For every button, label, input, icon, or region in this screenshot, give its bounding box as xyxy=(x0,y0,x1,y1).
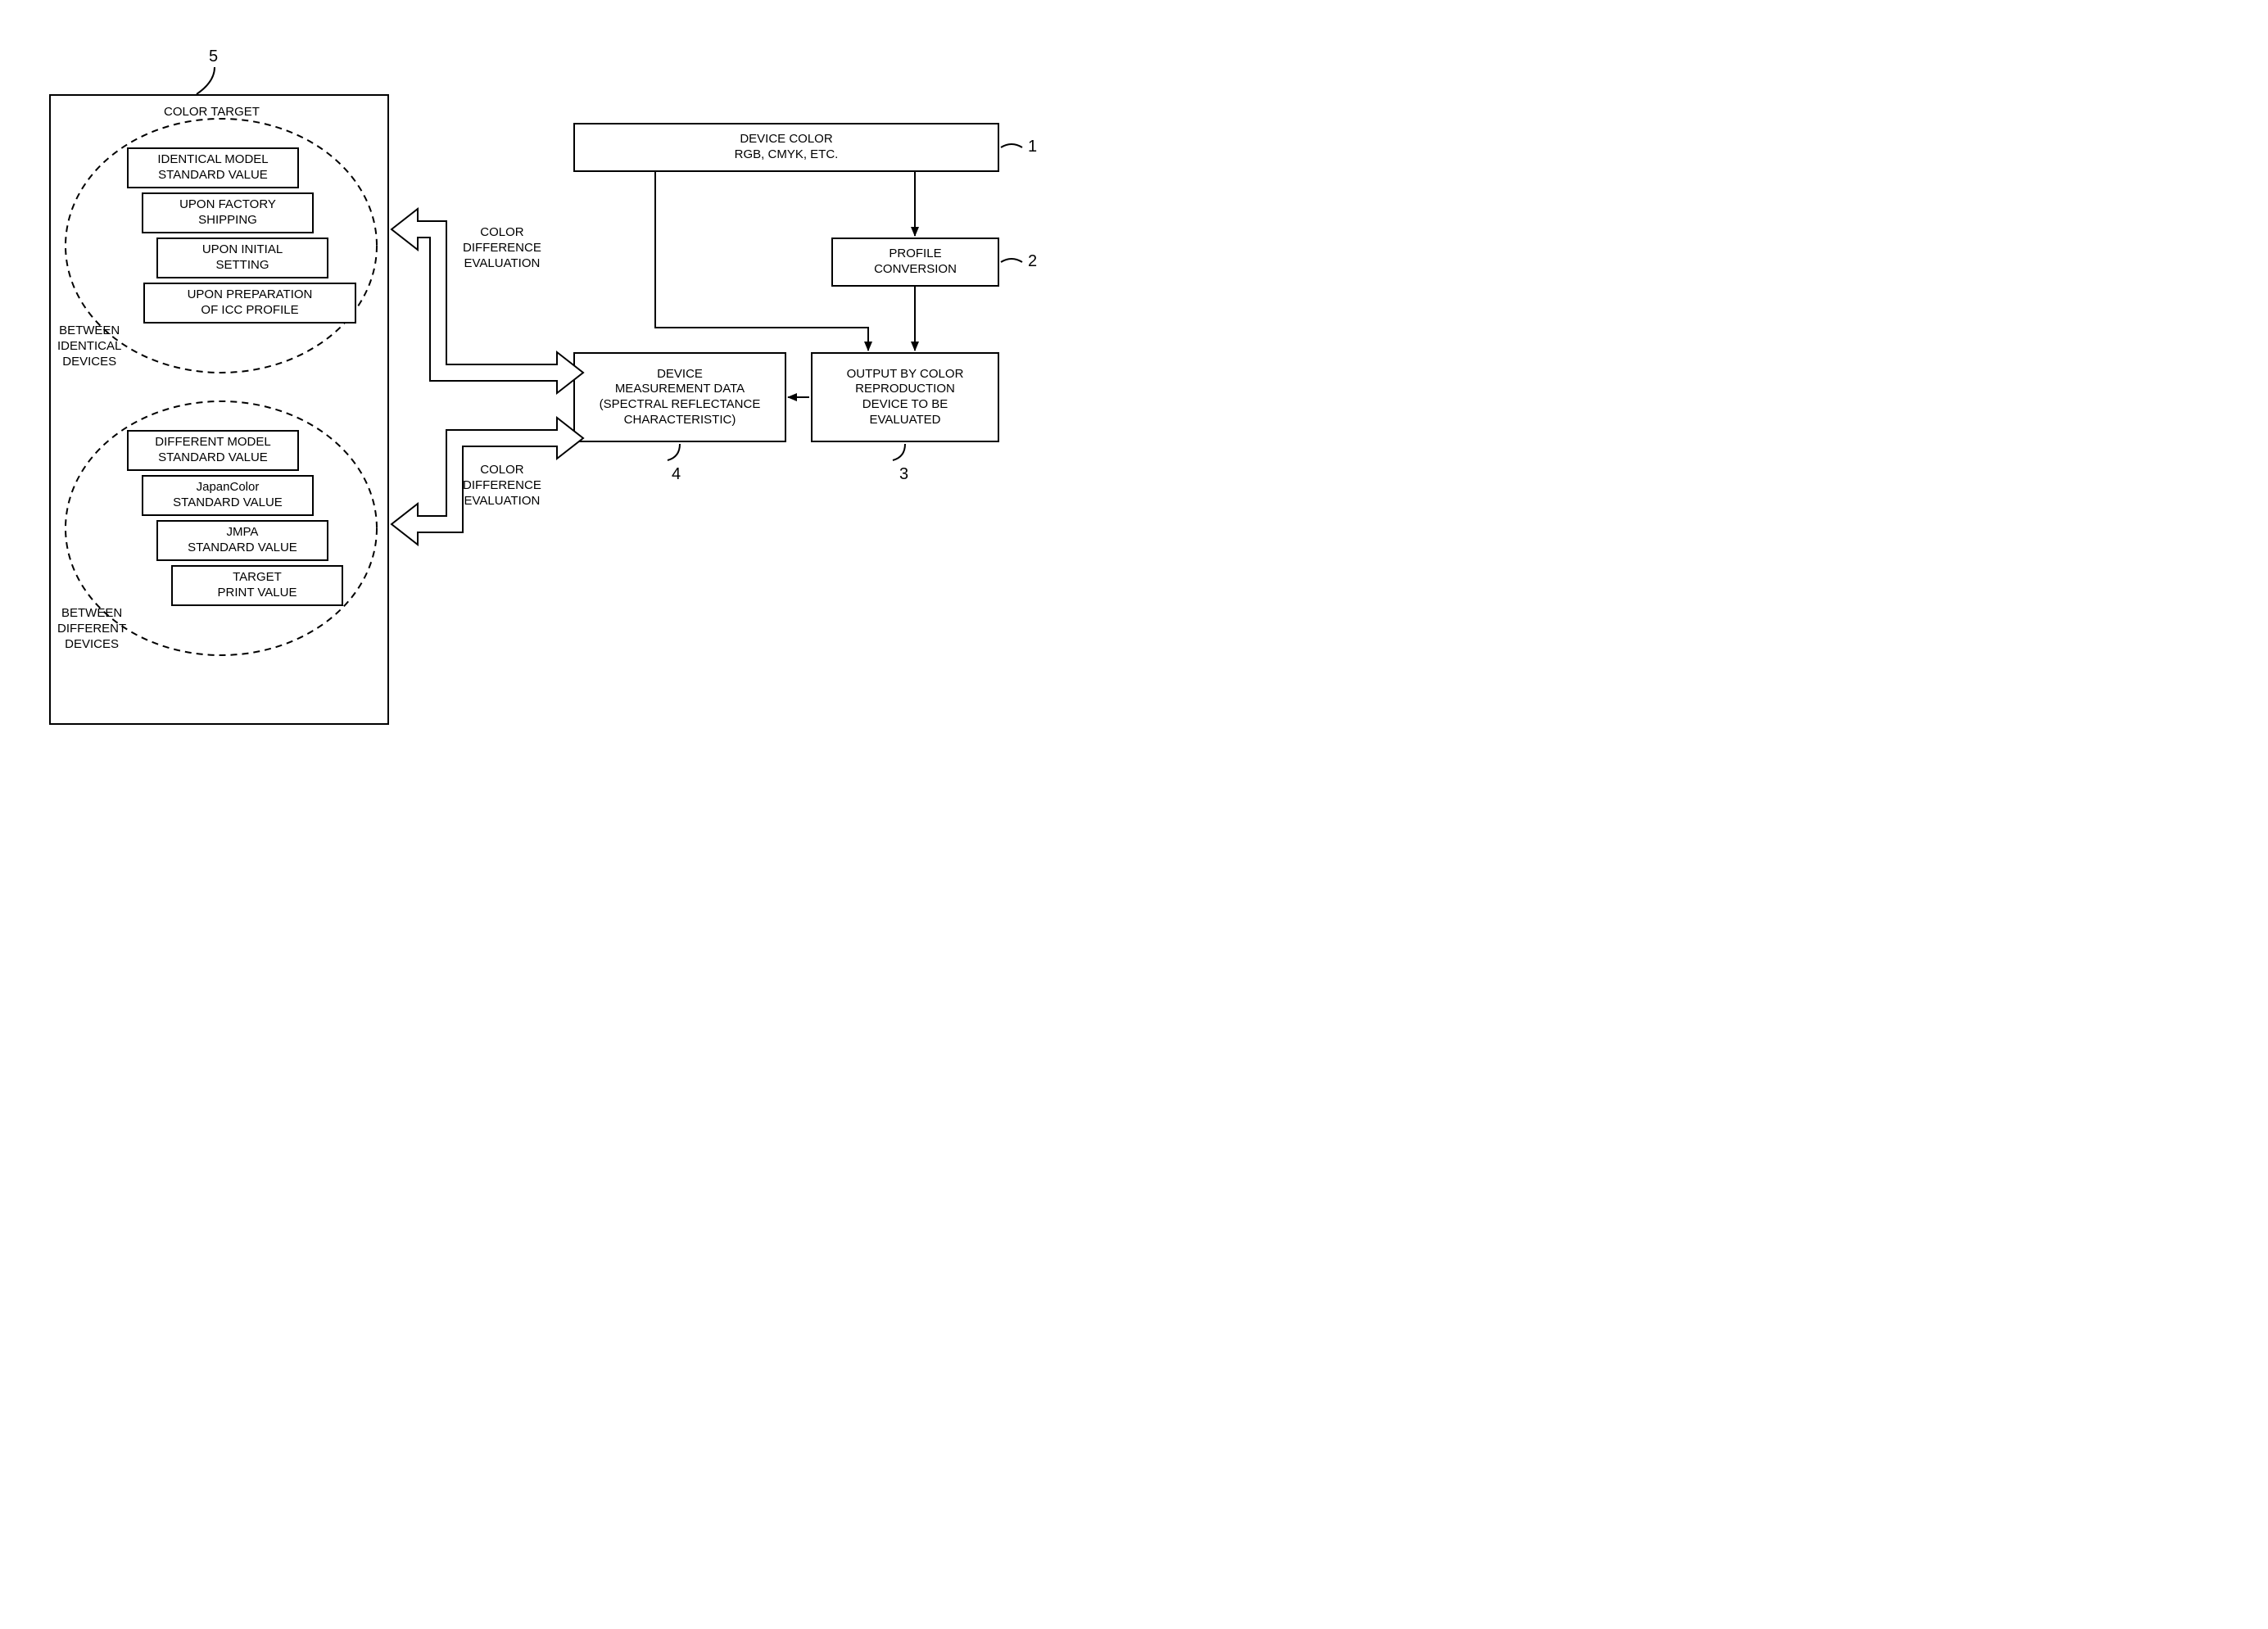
device-color-box: DEVICE COLORRGB, CMYK, ETC. xyxy=(573,123,999,172)
profile-conversion-box: PROFILECONVERSION xyxy=(831,238,999,287)
ref-num-3: 3 xyxy=(899,465,908,484)
group1-label: BETWEENIDENTICALDEVICES xyxy=(57,324,121,369)
stack2-item-1: JapanColorSTANDARD VALUE xyxy=(142,475,314,516)
ref-num-4: 4 xyxy=(672,465,681,484)
ref-num-1: 1 xyxy=(1028,138,1037,156)
ref-num-5: 5 xyxy=(209,48,218,66)
diagram-canvas: 5 COLOR TARGET IDENTICAL MODELSTANDARD V… xyxy=(0,0,1130,814)
stack2-item-0: DIFFERENT MODELSTANDARD VALUE xyxy=(127,430,299,471)
ref-num-2: 2 xyxy=(1028,252,1037,271)
color-target-title: COLOR TARGET xyxy=(164,105,260,120)
stack2-item-2: JMPASTANDARD VALUE xyxy=(156,520,328,561)
stack2-item-3: TARGETPRINT VALUE xyxy=(171,565,343,606)
stack1-item-0: IDENTICAL MODELSTANDARD VALUE xyxy=(127,147,299,188)
measurement-data-box: DEVICEMEASUREMENT DATA(SPECTRAL REFLECTA… xyxy=(573,352,786,442)
cde-label-1: COLORDIFFERENCEEVALUATION xyxy=(463,225,541,271)
output-device-box: OUTPUT BY COLORREPRODUCTIONDEVICE TO BEE… xyxy=(811,352,999,442)
cde-label-2: COLORDIFFERENCEEVALUATION xyxy=(463,463,541,509)
group2-label: BETWEENDIFFERENTDEVICES xyxy=(57,606,126,652)
stack1-item-1: UPON FACTORYSHIPPING xyxy=(142,192,314,233)
stack1-item-3: UPON PREPARATIONOF ICC PROFILE xyxy=(143,283,356,324)
stack1-item-2: UPON INITIALSETTING xyxy=(156,238,328,278)
